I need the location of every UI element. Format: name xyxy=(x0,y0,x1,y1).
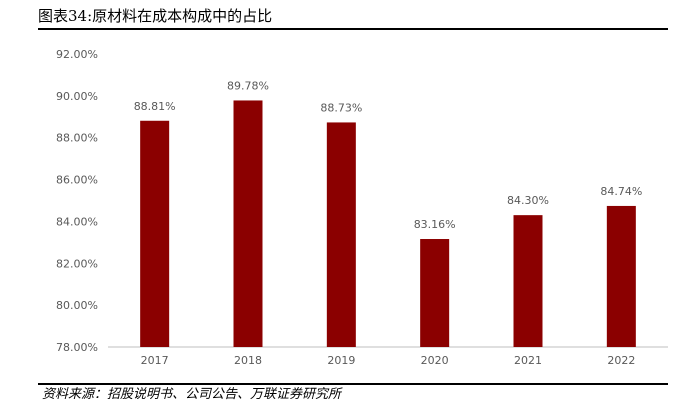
bar-2019 xyxy=(326,122,356,347)
x-tick-label: 2020 xyxy=(421,354,449,367)
y-tick-label: 86.00% xyxy=(56,174,98,187)
x-tick-label: 2021 xyxy=(514,354,542,367)
y-tick-label: 82.00% xyxy=(56,257,98,270)
y-tick-label: 90.00% xyxy=(56,90,98,103)
bars-group xyxy=(140,100,636,347)
bar-2017 xyxy=(140,120,170,347)
data-label: 88.81% xyxy=(134,100,176,113)
x-tick-label: 2018 xyxy=(234,354,262,367)
bar-2022 xyxy=(606,205,636,347)
x-tick-label: 2017 xyxy=(141,354,169,367)
data-label: 84.74% xyxy=(600,185,642,198)
chart-title: 图表34:原材料在成本构成中的占比 xyxy=(38,7,273,25)
source-note: 资料来源：招股说明书、公司公告、万联证券研究所 xyxy=(42,387,342,402)
bar-2018 xyxy=(233,100,263,347)
y-axis-ticks: 78.00% 80.00% 82.00% 84.00% 86.00% 88.00% 90.0… xyxy=(56,48,98,354)
x-tick-label: 2019 xyxy=(327,354,355,367)
data-label: 84.30% xyxy=(507,194,549,207)
y-tick-label: 84.00% xyxy=(56,215,98,228)
y-tick-label: 80.00% xyxy=(56,299,98,312)
bar-2021 xyxy=(513,215,543,347)
data-labels-group: 88.81% 89.78% 88.73% 83.16% 84.30% 84.74% xyxy=(134,79,643,231)
data-label: 88.73% xyxy=(320,101,362,114)
title-underline xyxy=(38,28,668,30)
y-tick-label: 88.00% xyxy=(56,132,98,145)
y-tick-label: 78.00% xyxy=(56,341,98,354)
bar-2020 xyxy=(420,239,450,347)
x-axis-ticks: 2017 2018 2019 2020 2021 2022 xyxy=(141,354,636,367)
data-label: 89.78% xyxy=(227,79,269,92)
source-rule xyxy=(38,383,668,385)
x-tick-label: 2022 xyxy=(607,354,635,367)
y-tick-label: 92.00% xyxy=(56,48,98,61)
data-label: 83.16% xyxy=(414,218,456,231)
